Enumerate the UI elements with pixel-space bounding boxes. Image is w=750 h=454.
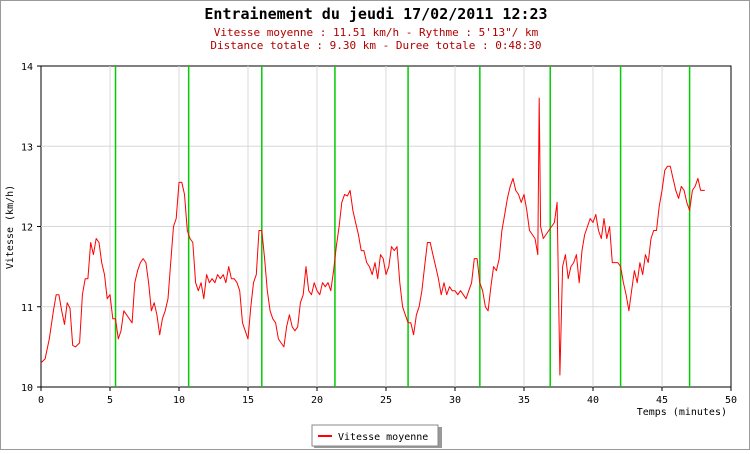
chart-title: Entrainement du jeudi 17/02/2011 12:23 <box>204 5 547 23</box>
series-line-vitesse-moyenne <box>40 97 705 376</box>
series-group <box>40 97 705 376</box>
grid <box>41 66 731 387</box>
x-tick-label: 5 <box>107 395 113 406</box>
x-axis-label: Temps (minutes) <box>637 407 727 418</box>
x-tick-label: 20 <box>311 395 323 406</box>
y-tick-label: 12 <box>21 223 33 234</box>
legend-box <box>311 424 439 447</box>
x-tick-label: 10 <box>173 395 185 406</box>
x-tick-label: 45 <box>656 395 668 406</box>
x-tick-label: 50 <box>725 395 737 406</box>
x-tick-label: 35 <box>518 395 530 406</box>
y-tick-label: 13 <box>21 142 33 153</box>
legend-label: Vitesse moyenne <box>338 432 428 443</box>
legend: Vitesse moyenne <box>311 424 442 448</box>
x-tick-label: 15 <box>242 395 254 406</box>
y-tick-label: 10 <box>21 383 33 394</box>
km-markers <box>114 66 691 387</box>
chart-subtitle-line-1: Vitesse moyenne : 11.51 km/h - Rythme : … <box>214 26 539 39</box>
chart-subtitle-line-2: Distance totale : 9.30 km - Duree totale… <box>210 39 541 52</box>
y-axis-label: Vitesse (km/h) <box>5 185 16 269</box>
x-tick-label: 40 <box>587 395 599 406</box>
y-tick-label: 11 <box>21 303 33 314</box>
x-tick-label: 30 <box>449 395 461 406</box>
x-tick-label: 25 <box>380 395 392 406</box>
x-tick-label: 0 <box>38 395 44 406</box>
x-axis-ticks: 0 5 10 15 20 25 30 35 40 45 50 <box>38 387 737 406</box>
y-tick-label: 14 <box>21 62 33 73</box>
y-axis-ticks: 10 11 12 13 14 <box>21 62 41 394</box>
